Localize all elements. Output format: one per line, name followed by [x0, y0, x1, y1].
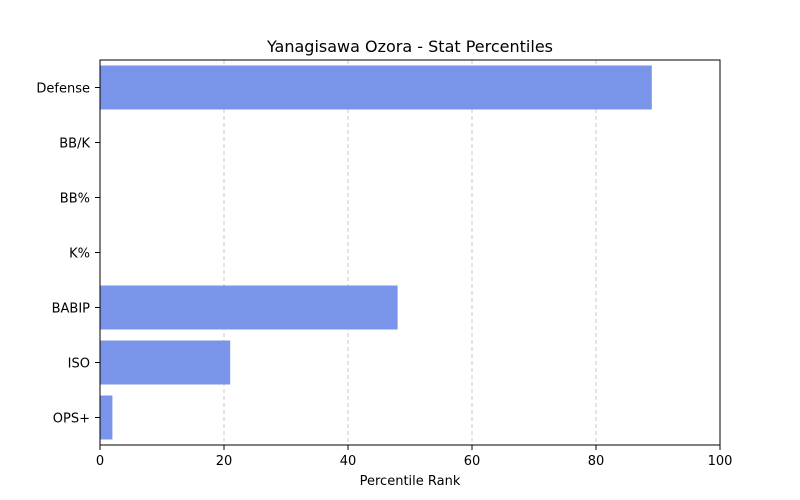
bar [100, 395, 113, 440]
y-tick-label: K% [69, 247, 90, 262]
y-tick-label: OPS+ [53, 412, 90, 427]
x-axis-label: Percentile Rank [360, 474, 461, 489]
x-tick-label: 0 [96, 454, 104, 469]
y-tick-label: Defense [36, 82, 90, 97]
y-tick-label: BB/K [59, 137, 90, 152]
x-tick-label: 40 [340, 454, 357, 469]
bar [100, 285, 398, 330]
axis-ticks: 0 20 40 60 80 100 Defense BB/K BB% K% BABIP ISO OPS+ [36, 82, 732, 470]
bar [100, 340, 231, 385]
bar [100, 65, 652, 110]
x-tick-label: 60 [464, 454, 481, 469]
y-tick-label: BB% [60, 192, 90, 207]
y-tick-label: BABIP [52, 302, 91, 317]
x-tick-label: 80 [588, 454, 605, 469]
grid-lines [223, 60, 597, 445]
y-tick-label: ISO [68, 357, 90, 372]
chart-title: Yanagisawa Ozora - Stat Percentiles [266, 37, 553, 56]
x-tick-label: 20 [216, 454, 233, 469]
plot-frame [99, 59, 721, 446]
x-tick-label: 100 [708, 454, 733, 469]
bars [100, 65, 652, 440]
